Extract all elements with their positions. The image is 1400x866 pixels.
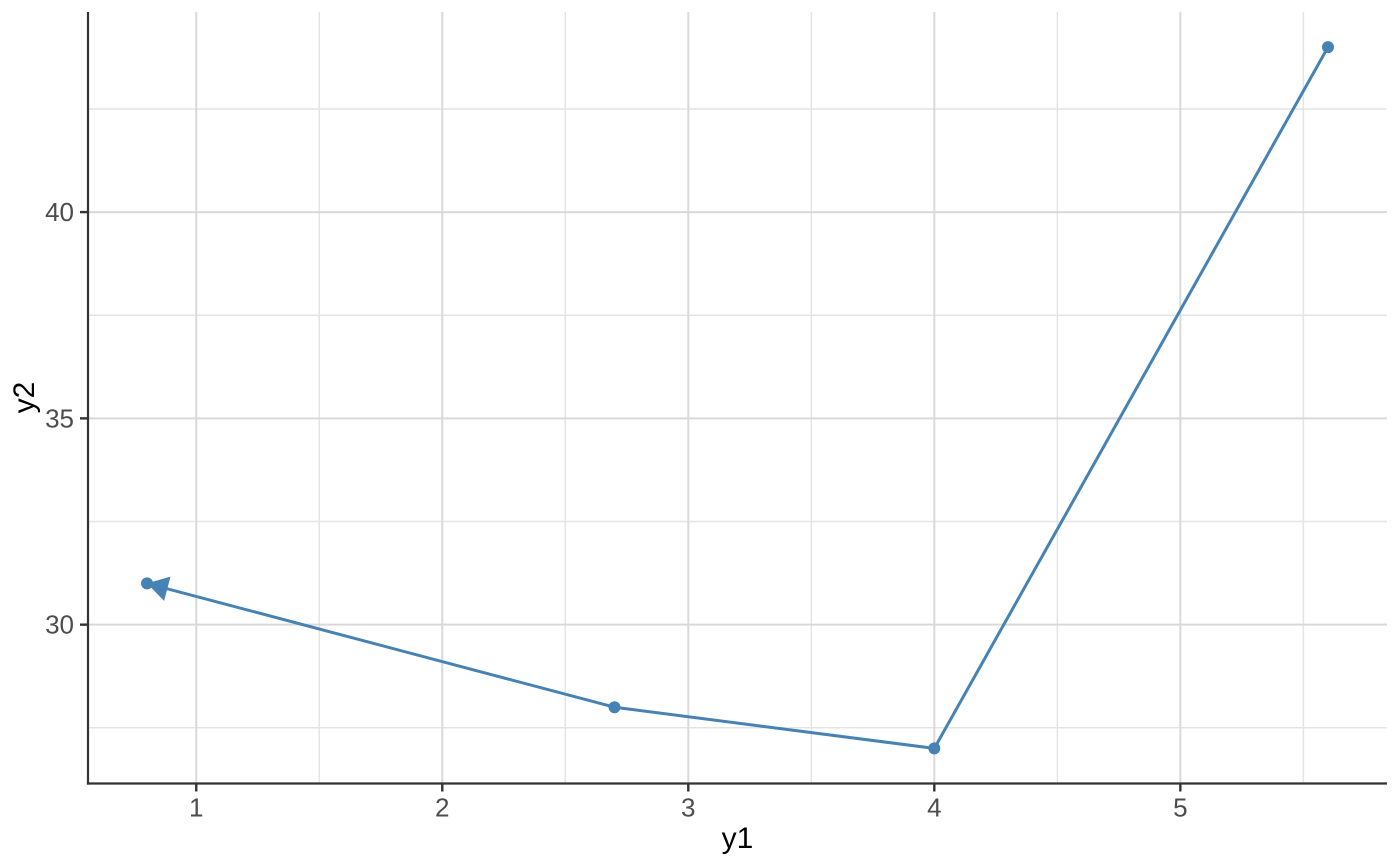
data-path (146, 46, 1330, 750)
x-tick-label: 2 (435, 793, 449, 823)
x-tick-label: 4 (927, 793, 941, 823)
data-point (141, 577, 153, 590)
data-point (1322, 41, 1334, 54)
y-tick-label: 40 (45, 197, 74, 227)
minor-gridlines (88, 12, 1387, 784)
x-axis-title: y1 (722, 822, 754, 855)
y-axis-title: y2 (8, 382, 41, 414)
data-point (608, 701, 621, 714)
tick-labels: 1 2 3 4 5 30 35 40 (45, 197, 1187, 822)
major-gridlines (88, 12, 1387, 784)
x-tick-label: 5 (1173, 793, 1187, 823)
y-tick-label: 30 (45, 610, 74, 640)
data-point (928, 742, 941, 755)
axes (80, 12, 1387, 792)
data-series (141, 41, 1334, 755)
x-tick-label: 1 (189, 793, 203, 823)
y-tick-label: 35 (45, 403, 74, 433)
x-tick-label: 3 (681, 793, 695, 823)
